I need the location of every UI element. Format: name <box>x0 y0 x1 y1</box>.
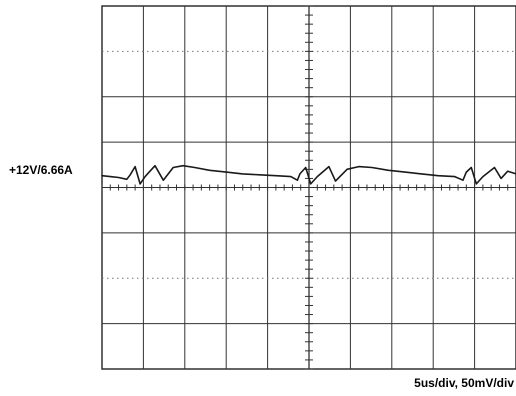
ripple-trace-line <box>101 164 516 185</box>
scale-settings-label: 5us/div, 50mV/div <box>414 376 514 390</box>
trace <box>101 164 516 185</box>
channel-label: +12V/6.66A <box>9 163 73 177</box>
graticule <box>101 5 516 370</box>
